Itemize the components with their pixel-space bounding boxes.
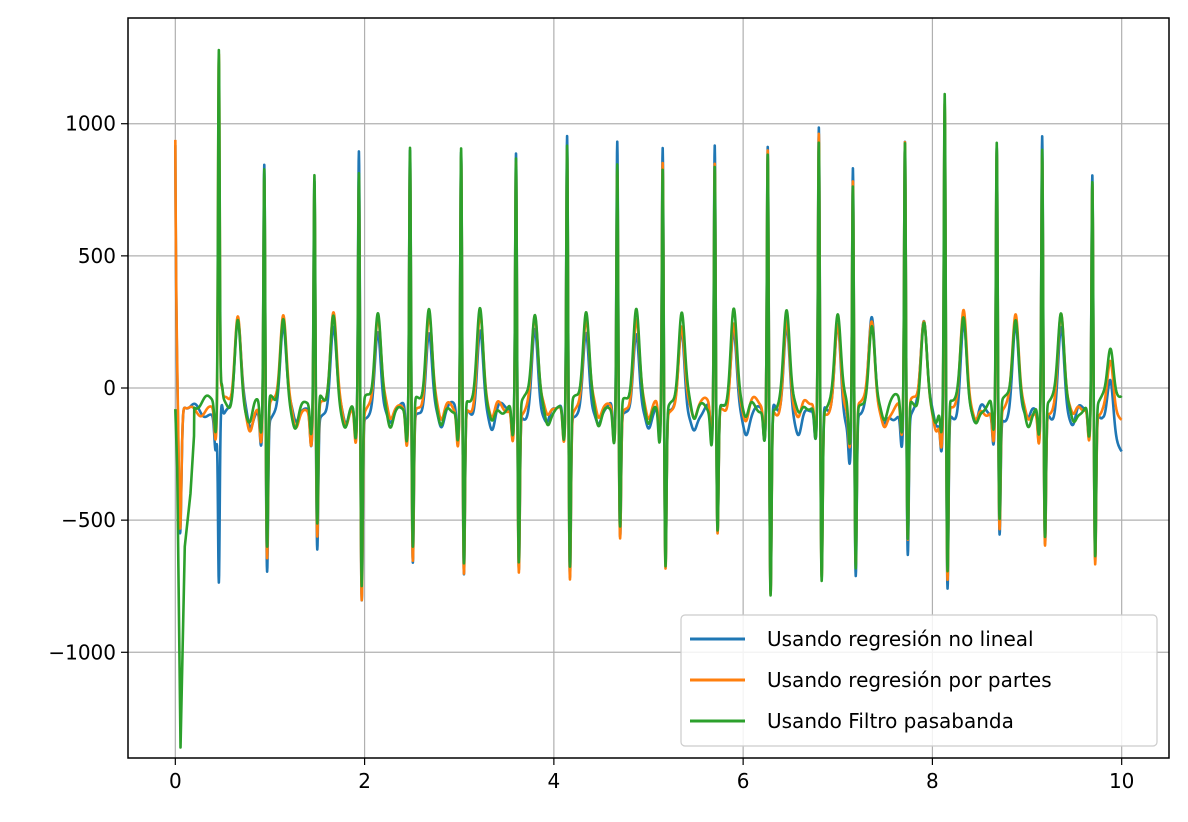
y-tick-label: 500 xyxy=(78,244,116,268)
legend-label: Usando Filtro pasabanda xyxy=(767,709,1014,733)
x-tick-label: 4 xyxy=(547,769,560,793)
series-line xyxy=(174,48,1123,749)
legend: Usando regresión no lineal Usando regresi… xyxy=(680,614,1158,747)
legend-label: Usando regresión por partes xyxy=(767,668,1052,692)
x-tick-label: 10 xyxy=(1109,769,1134,793)
y-tick-label: −1000 xyxy=(48,640,116,664)
x-tick-label: 2 xyxy=(358,769,371,793)
plot-area xyxy=(174,48,1123,749)
axis-ticks: 0 2 4 6 8 10 −1000 −500 0 500 1000 xyxy=(48,112,1134,793)
legend-box xyxy=(680,614,1158,747)
x-tick-label: 8 xyxy=(926,769,939,793)
y-tick-label: 1000 xyxy=(65,112,116,136)
legend-label: Usando regresión no lineal xyxy=(767,627,1034,651)
x-tick-label: 0 xyxy=(169,769,182,793)
x-tick-label: 6 xyxy=(737,769,750,793)
y-tick-label: 0 xyxy=(103,376,116,400)
y-tick-label: −500 xyxy=(61,508,116,532)
series-line xyxy=(174,52,1123,602)
